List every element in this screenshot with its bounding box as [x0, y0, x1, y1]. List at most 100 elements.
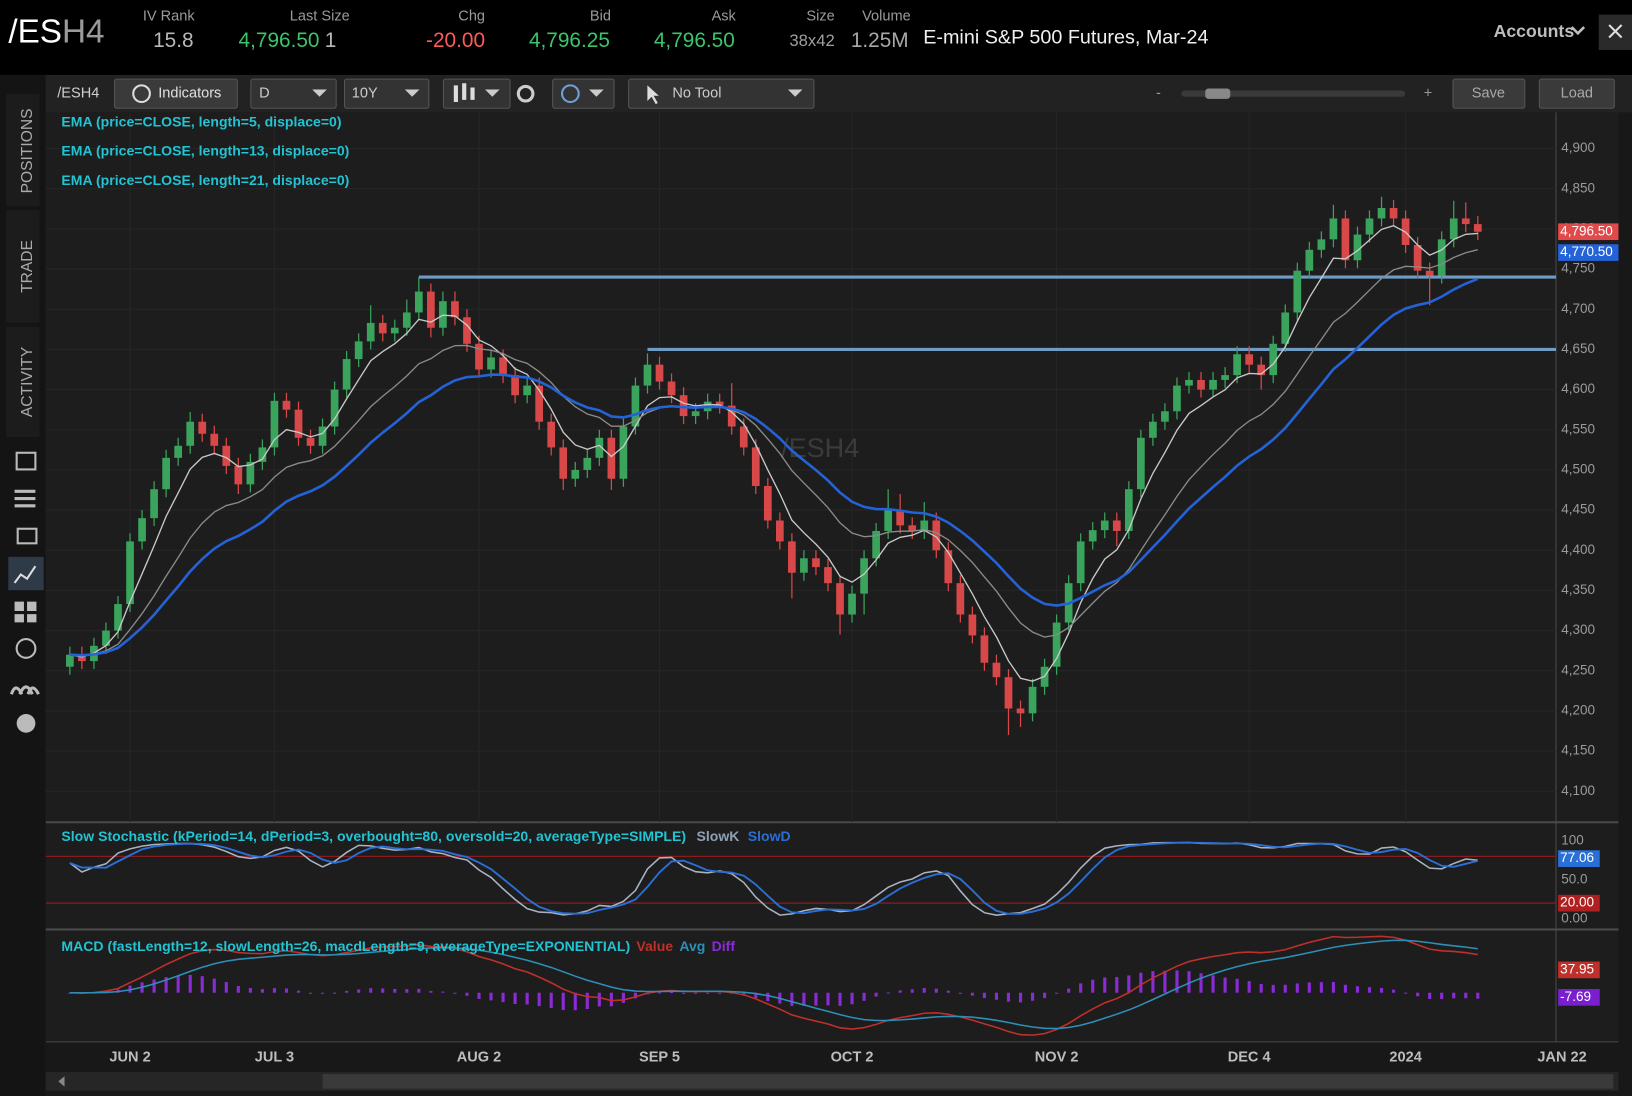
macd-diff-bar — [1175, 970, 1179, 993]
candle-body — [282, 400, 291, 410]
macd-title: MACD (fastLength=12, slowLength=26, macd… — [61, 938, 735, 954]
scroll-thumb[interactable] — [322, 1074, 1614, 1089]
header-bar — [0, 0, 1632, 75]
save-button[interactable] — [1452, 78, 1526, 109]
sidebar-icon[interactable] — [16, 527, 38, 545]
candle-body — [1341, 218, 1350, 261]
dropdown-arrow — [485, 89, 500, 97]
field-value: 15.8 — [153, 29, 193, 52]
zoom-out[interactable]: - — [1156, 86, 1161, 102]
drawing-icon — [561, 84, 580, 104]
help-icon[interactable] — [16, 714, 36, 733]
candle-body — [523, 385, 531, 396]
sidebar-icon-active[interactable] — [8, 556, 44, 591]
macd-diff-bar — [790, 992, 794, 1006]
macd-diff-bar — [224, 982, 228, 993]
macd-diff-bar — [1247, 981, 1251, 993]
price-badge-label: 4,796.50 — [1560, 223, 1613, 238]
candle-body — [1305, 249, 1314, 271]
macd-diff-bar — [1440, 992, 1444, 1000]
macd-diff-bar — [826, 992, 830, 1006]
candle-body — [1281, 312, 1290, 344]
y-tick-label: 4,900 — [1561, 140, 1595, 155]
sidebar-icon[interactable] — [9, 685, 40, 695]
macd-diff-bar — [236, 985, 240, 993]
macd-diff-bar — [537, 992, 541, 1007]
macd-diff-bar — [1343, 984, 1347, 993]
candle-body — [763, 485, 772, 521]
field-value: 4,796.50 — [654, 29, 735, 52]
candle-body — [535, 385, 544, 422]
candle-body — [78, 654, 86, 662]
macd-diff-bar — [657, 992, 662, 994]
candle-body — [896, 510, 905, 526]
tool-label: No Tool — [672, 86, 721, 102]
aggregation-select[interactable] — [250, 78, 337, 109]
sidebar-icon[interactable] — [15, 451, 37, 471]
timeframe-select[interactable] — [343, 78, 430, 109]
macd-diff-bar — [814, 992, 818, 1006]
candle-body — [270, 400, 279, 448]
macd-diff-bar — [1355, 986, 1360, 993]
candle-body — [559, 447, 568, 479]
macd-diff-bar — [1367, 987, 1372, 993]
zoom-track[interactable] — [1181, 90, 1406, 97]
candle-body — [968, 614, 977, 636]
macd-diff-bar — [381, 988, 385, 993]
candle-body — [932, 520, 941, 551]
macd-diff-bar — [754, 992, 758, 999]
macd-diff-bar — [1115, 977, 1119, 993]
macd-diff-bar — [1030, 992, 1035, 1001]
macd-diff-bar — [1163, 970, 1167, 993]
macd-diff-bar — [874, 992, 878, 997]
macd-diff-bar — [1139, 972, 1143, 993]
candle-body — [1124, 489, 1133, 531]
candle-body — [306, 437, 315, 446]
candle-body — [547, 421, 556, 448]
scroll-arrow[interactable] — [58, 1076, 65, 1087]
macd-diff-bar — [1006, 992, 1011, 1002]
macd-avg-line — [69, 939, 1478, 1030]
x-tick-label: 2024 — [1389, 1049, 1422, 1065]
macd-legend: Avg — [679, 938, 705, 954]
zoom-in[interactable]: + — [1424, 86, 1433, 102]
sidebar-icon[interactable] — [15, 638, 37, 659]
macd-diff-bar — [1404, 992, 1408, 994]
candle-body — [330, 389, 339, 427]
accounts-chevron[interactable] — [1570, 26, 1586, 36]
chart-symbol[interactable]: /ESH4 — [57, 86, 99, 102]
y-tick-label: 4,250 — [1561, 662, 1595, 677]
macd-diff-bar — [1283, 984, 1287, 993]
sidebar-tab[interactable] — [6, 210, 40, 323]
chart-type-select[interactable] — [442, 78, 511, 109]
accounts-menu[interactable]: Accounts — [1494, 21, 1575, 41]
settings-button[interactable] — [516, 84, 535, 103]
macd-diff-bar — [1476, 992, 1480, 999]
candle-body — [1137, 437, 1145, 490]
candle-body — [860, 558, 868, 594]
sidebar-icon[interactable] — [14, 601, 37, 623]
macd-diff-bar — [742, 992, 746, 996]
zoom-thumb[interactable] — [1205, 88, 1231, 99]
candle-body — [162, 457, 170, 490]
load-button[interactable] — [1538, 78, 1615, 109]
macd-diff-bar — [212, 978, 216, 993]
sidebar-tab[interactable] — [6, 93, 40, 207]
macd-diff-bar — [706, 992, 710, 994]
tool-select[interactable] — [628, 78, 815, 109]
sidebar-tab[interactable] — [6, 326, 40, 438]
y-tick-label: 4,850 — [1561, 180, 1595, 195]
field-label: IV Rank — [143, 9, 196, 25]
price-badge-label: 4,770.50 — [1560, 244, 1613, 259]
macd-diff-bar — [1416, 992, 1420, 997]
slow-d-line — [69, 841, 1478, 915]
watermark: /ESH4 — [781, 433, 859, 463]
macd-diff-bar — [1067, 988, 1071, 993]
macd-diff-bar — [838, 992, 842, 1006]
sidebar-icon[interactable] — [14, 489, 36, 508]
candle-body — [1293, 270, 1302, 313]
candle-body — [631, 385, 640, 427]
dropdown-arrow — [787, 89, 803, 97]
candle-body — [1353, 234, 1362, 261]
timeframe-label: 10Y — [352, 86, 378, 102]
